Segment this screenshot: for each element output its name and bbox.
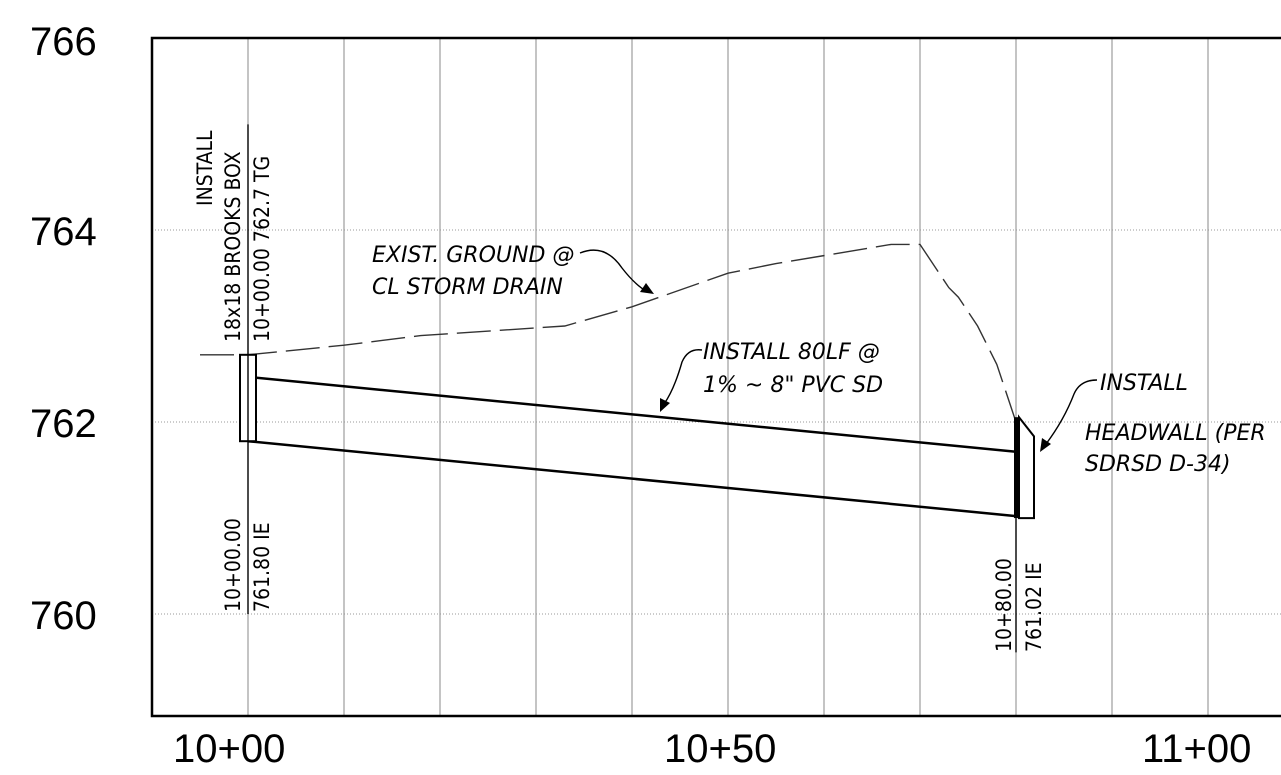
- grid: [152, 38, 1281, 716]
- end-invert-label: 761.02 IE: [1022, 562, 1046, 652]
- brooks-box-label-line3: 10+00.00 762.7 TG: [250, 156, 274, 342]
- y-tick-label-766: 766: [30, 20, 97, 64]
- start-invert-label: 761.80 IE: [250, 522, 274, 612]
- pipe-invert-line: [247, 439, 1017, 518]
- headwall-note-line1: INSTALL: [1100, 371, 1188, 396]
- headwall-wall: [1014, 417, 1019, 519]
- pipe-note-leader: [663, 349, 703, 405]
- headwall-note-arrowhead: [1040, 438, 1051, 452]
- existing-ground-layer: [200, 243, 1027, 480]
- x-tick-label-1000: 10+00: [173, 727, 285, 771]
- plot-frame: [150, 36, 1281, 718]
- headwall-note-line3: SDRSD D-34): [1085, 452, 1231, 477]
- headwall-wingwall: [1018, 414, 1035, 520]
- existing-ground-line: [200, 243, 1027, 480]
- end-station-label: 10+80.00: [992, 558, 1016, 652]
- pipe-note-line1: INSTALL 80LF @: [703, 340, 880, 365]
- pipe-note-line2: 1% ~ 8" PVC SD: [703, 373, 883, 398]
- ground-note-line2: CL STORM DRAIN: [372, 275, 563, 300]
- headwall-note-leader: [1045, 379, 1098, 445]
- brooks-box-label-line1: INSTALL: [193, 130, 217, 206]
- pipe-layer: [239, 124, 1035, 653]
- x-tick-label-1100: 11+00: [1142, 727, 1251, 771]
- y-tick-label-762: 762: [30, 402, 97, 446]
- ground-note-arrowhead: [640, 283, 654, 294]
- start-station-label: 10+00.00: [221, 518, 245, 612]
- headwall-note-line2: HEADWALL (PER: [1085, 421, 1266, 446]
- brooks-box-label-line2: 18x18 BROOKS BOX: [221, 151, 245, 342]
- pipe-note-arrowhead: [660, 398, 670, 412]
- pipe-crown-line: [247, 375, 1017, 454]
- ground-note-leader: [579, 249, 649, 293]
- x-tick-label-1050: 10+50: [664, 727, 776, 771]
- y-tick-label-764: 764: [30, 210, 97, 254]
- ground-note-line1: EXIST. GROUND @: [372, 243, 574, 268]
- y-tick-label-760: 760: [30, 594, 97, 638]
